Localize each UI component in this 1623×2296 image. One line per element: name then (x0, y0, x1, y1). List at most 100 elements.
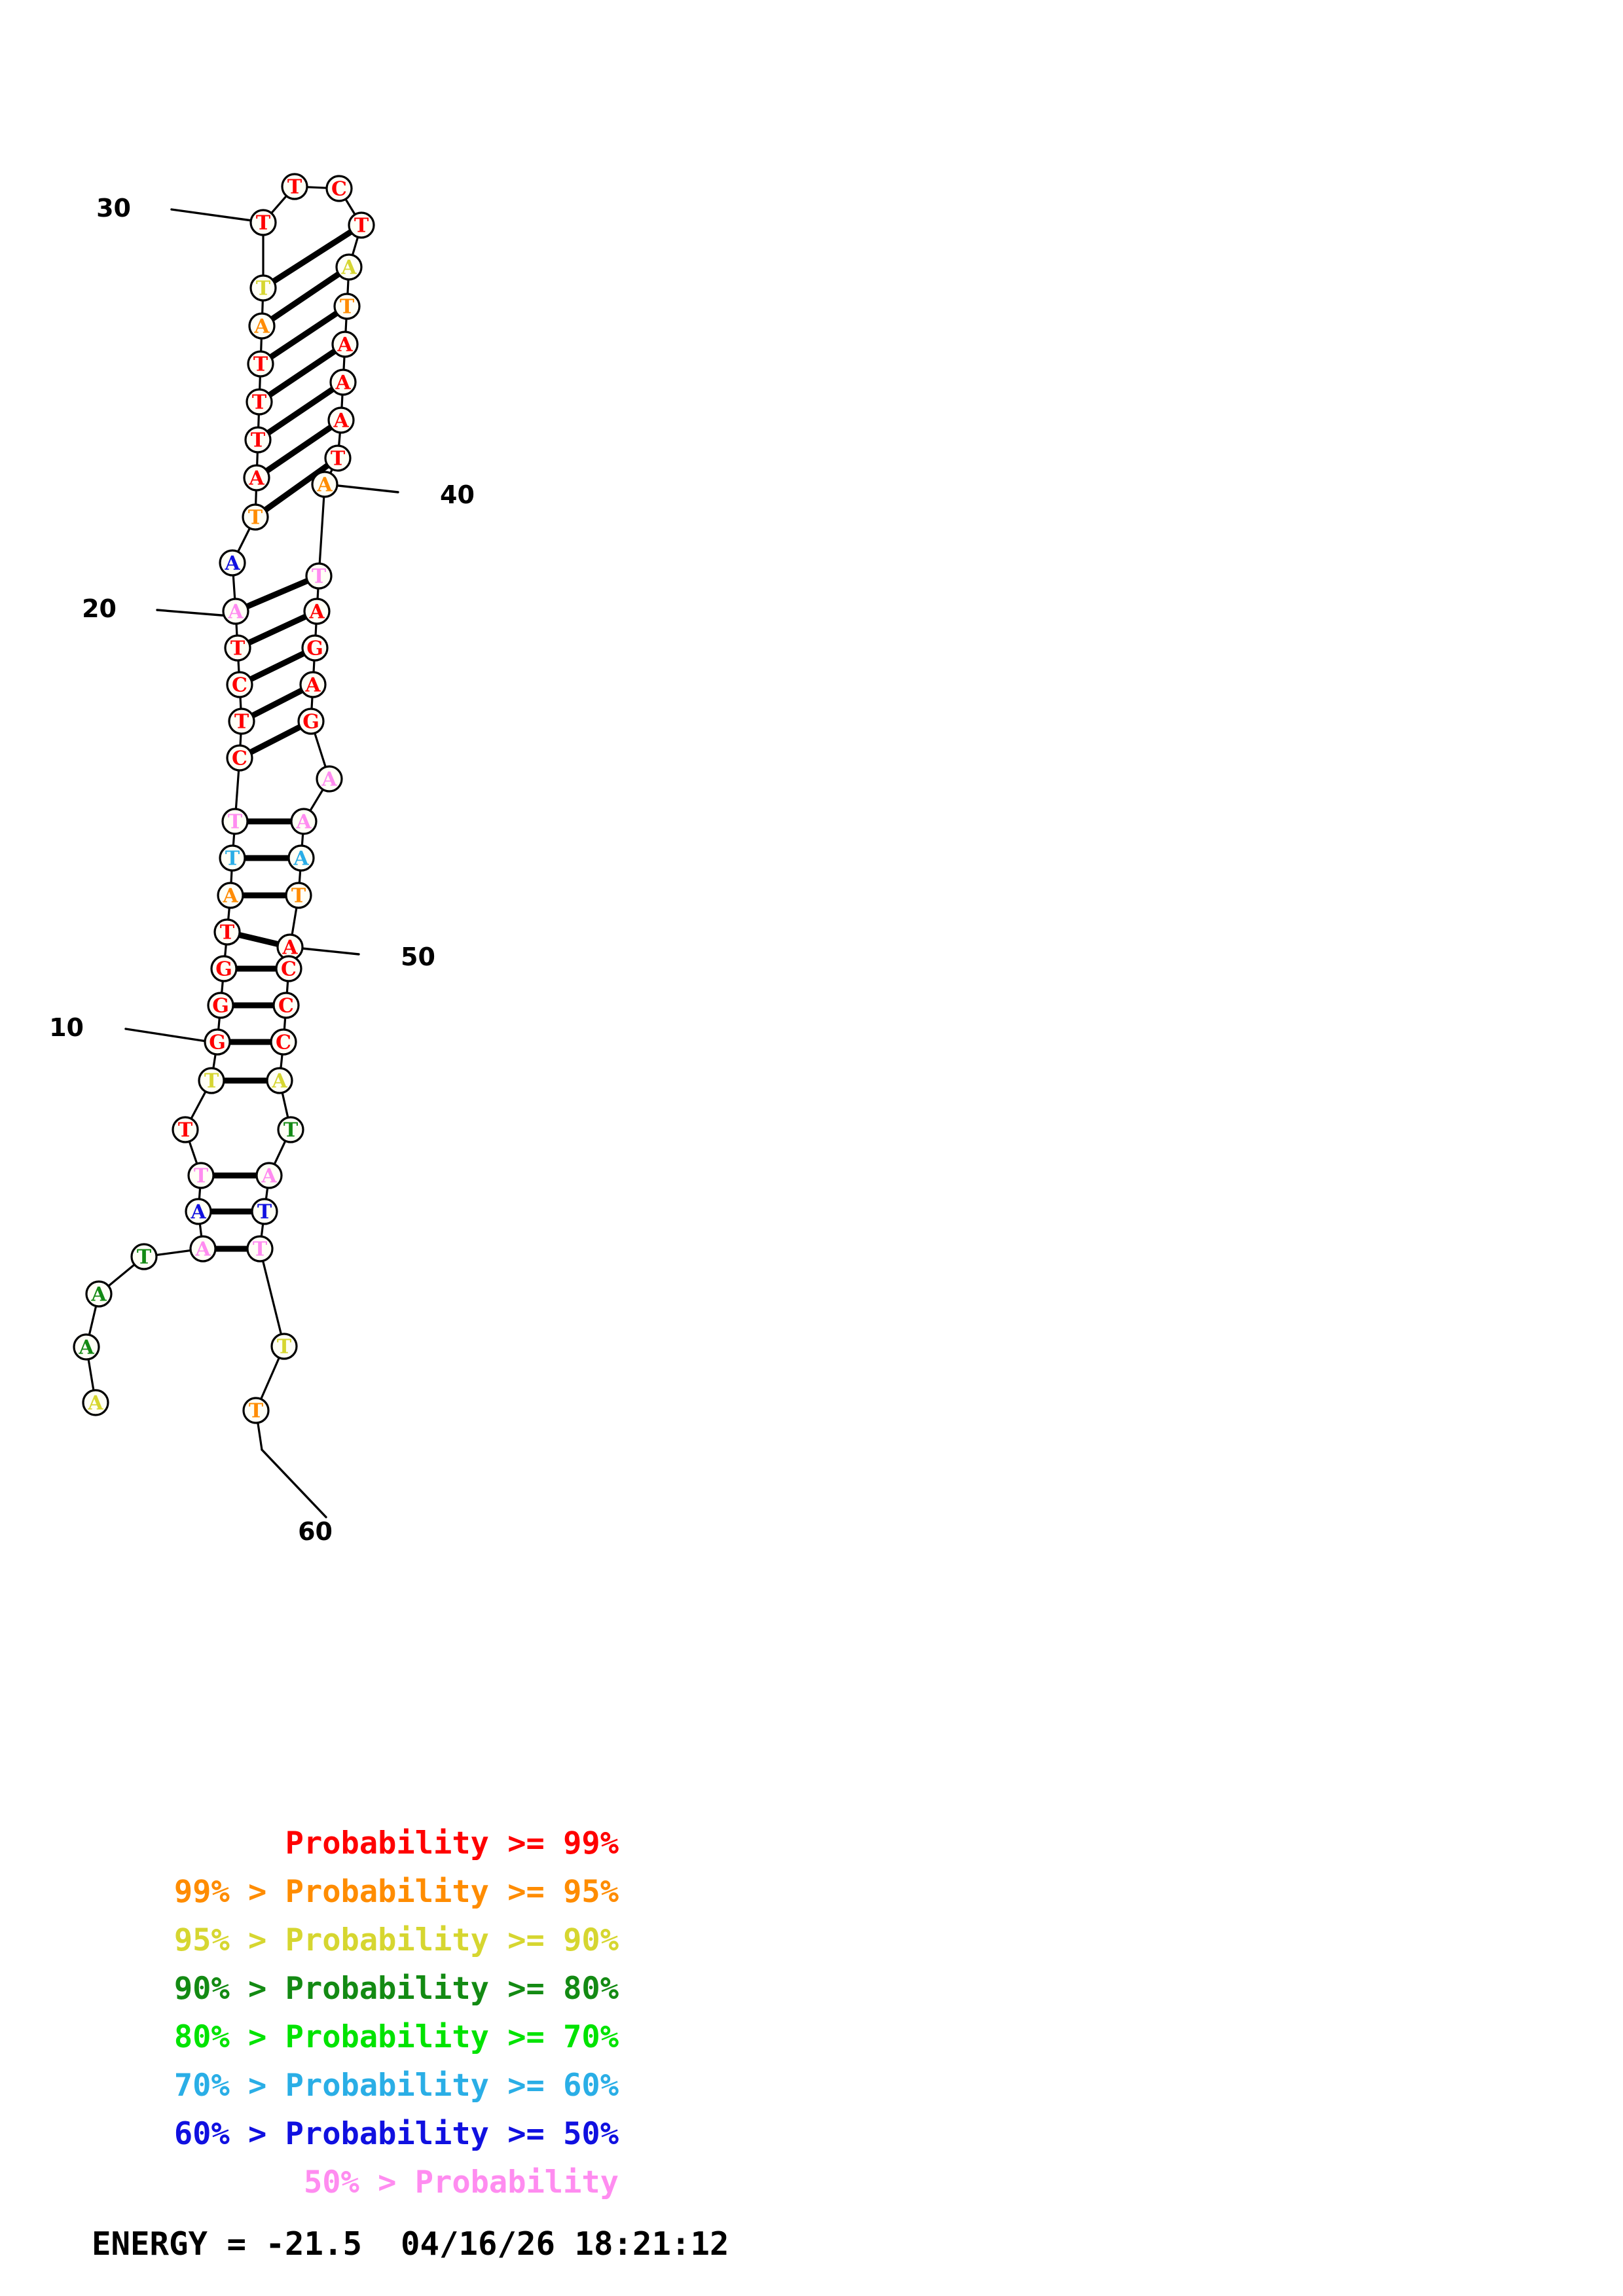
base-circle (272, 992, 300, 1019)
backbone-segment (309, 788, 324, 812)
base-circle (172, 1116, 199, 1143)
base-node: T (324, 444, 352, 472)
base-node: T (270, 1333, 298, 1360)
base-letter: T (204, 1070, 219, 1093)
position-label-10: 10 (49, 1013, 84, 1042)
base-pair-bond (250, 687, 304, 719)
backbone-segment (235, 622, 238, 637)
base-circle (327, 406, 355, 434)
base-letter: T (249, 1400, 264, 1423)
base-pair-bond (249, 650, 306, 683)
base-circle (348, 211, 375, 239)
base-circle (222, 598, 249, 625)
base-node: G (297, 708, 325, 735)
base-circle (219, 549, 246, 577)
backbone-segment (155, 1249, 192, 1257)
base-letter: C (276, 1031, 291, 1054)
backbone-segment (273, 1139, 287, 1166)
base-circle (333, 293, 361, 320)
base-circle (217, 882, 244, 909)
base-circle (244, 426, 272, 454)
base-circle (204, 1028, 231, 1056)
base-node: T (198, 1067, 225, 1094)
base-circle (219, 844, 246, 872)
base-node: T (281, 173, 308, 200)
backbone-segment (260, 337, 263, 353)
position-label-30: 30 (96, 194, 131, 223)
legend-row-2: 95% > Probability >= 90% (173, 1922, 619, 1958)
base-letter: C (331, 178, 347, 201)
base-circle (270, 1333, 298, 1360)
base-letter: A (316, 474, 333, 497)
backbone-segment (260, 1356, 280, 1401)
base-node: A (316, 765, 343, 793)
base-circle (297, 708, 325, 735)
base-node: A (290, 808, 318, 835)
base-letter: T (331, 448, 346, 471)
backbone-segment (338, 431, 341, 447)
backbone-segment (107, 1263, 136, 1287)
backbone-segment (217, 1016, 221, 1031)
backbone-segment (221, 980, 224, 994)
backbone-segment (270, 194, 288, 215)
base-node: T (172, 1116, 199, 1143)
base-circle (249, 209, 277, 236)
energy-footer: ENERGY = -21.5 04/16/26 18:21:12 (92, 2225, 729, 2263)
backbone-lines (87, 186, 359, 1451)
base-node: A (287, 844, 315, 872)
legend-row-1: 99% > Probability >= 95% (173, 1874, 619, 1910)
backbone-segment (318, 495, 325, 565)
base-letter: G (212, 995, 229, 1018)
base-circle (290, 808, 318, 835)
base-pair-bond (266, 386, 335, 436)
base-node: T (249, 274, 277, 302)
base-circle (281, 173, 308, 200)
base-circle (316, 765, 343, 793)
base-letter: T (178, 1119, 193, 1142)
base-circle (224, 634, 251, 662)
base-letter: T (256, 212, 271, 235)
base-letter: T (194, 1165, 209, 1188)
base-letter: T (340, 296, 355, 319)
position-labels: 10 20 30 40 50 60 (49, 194, 475, 1546)
position-label-50: 50 (401, 942, 435, 971)
base-letter: T (251, 429, 266, 452)
base-circle (255, 1162, 283, 1189)
base-circle (189, 1235, 217, 1263)
base-node: A (329, 368, 357, 396)
base-letter: A (304, 674, 321, 697)
base-node: A (331, 331, 359, 358)
base-pair-lines (210, 228, 354, 1252)
base-node: A (73, 1333, 100, 1361)
base-letter: A (222, 885, 238, 908)
backbone-segment (232, 574, 236, 600)
base-letter: T (220, 922, 235, 944)
backbone-segment (351, 236, 359, 257)
base-letter: T (277, 1336, 292, 1359)
base-circle (287, 844, 315, 872)
base-letter: C (281, 958, 297, 981)
base-letter: A (337, 334, 353, 357)
backbone-segment (283, 1016, 287, 1031)
base-node: G (210, 955, 238, 982)
base-letter: T (257, 1201, 272, 1224)
base-circle (226, 671, 253, 698)
base-letter: A (194, 1238, 211, 1261)
base-node: T (213, 918, 241, 946)
base-letter: A (321, 768, 337, 791)
base-circle (285, 882, 312, 909)
probability-legend: Probability >= 99% 99% > Probability >= 9… (101, 1820, 1018, 2207)
base-node: A (266, 1067, 293, 1094)
base-circle (275, 955, 302, 982)
backbone-segment (239, 732, 242, 747)
base-node: G (301, 634, 329, 662)
base-node: C (226, 671, 253, 698)
backbone-segment (344, 198, 356, 216)
base-node: T (247, 350, 274, 378)
base-node: A (299, 671, 327, 698)
base-circle (246, 388, 273, 416)
base-node: T (285, 882, 312, 909)
backbone-segment (260, 1223, 264, 1238)
backbone-segment (224, 943, 227, 958)
